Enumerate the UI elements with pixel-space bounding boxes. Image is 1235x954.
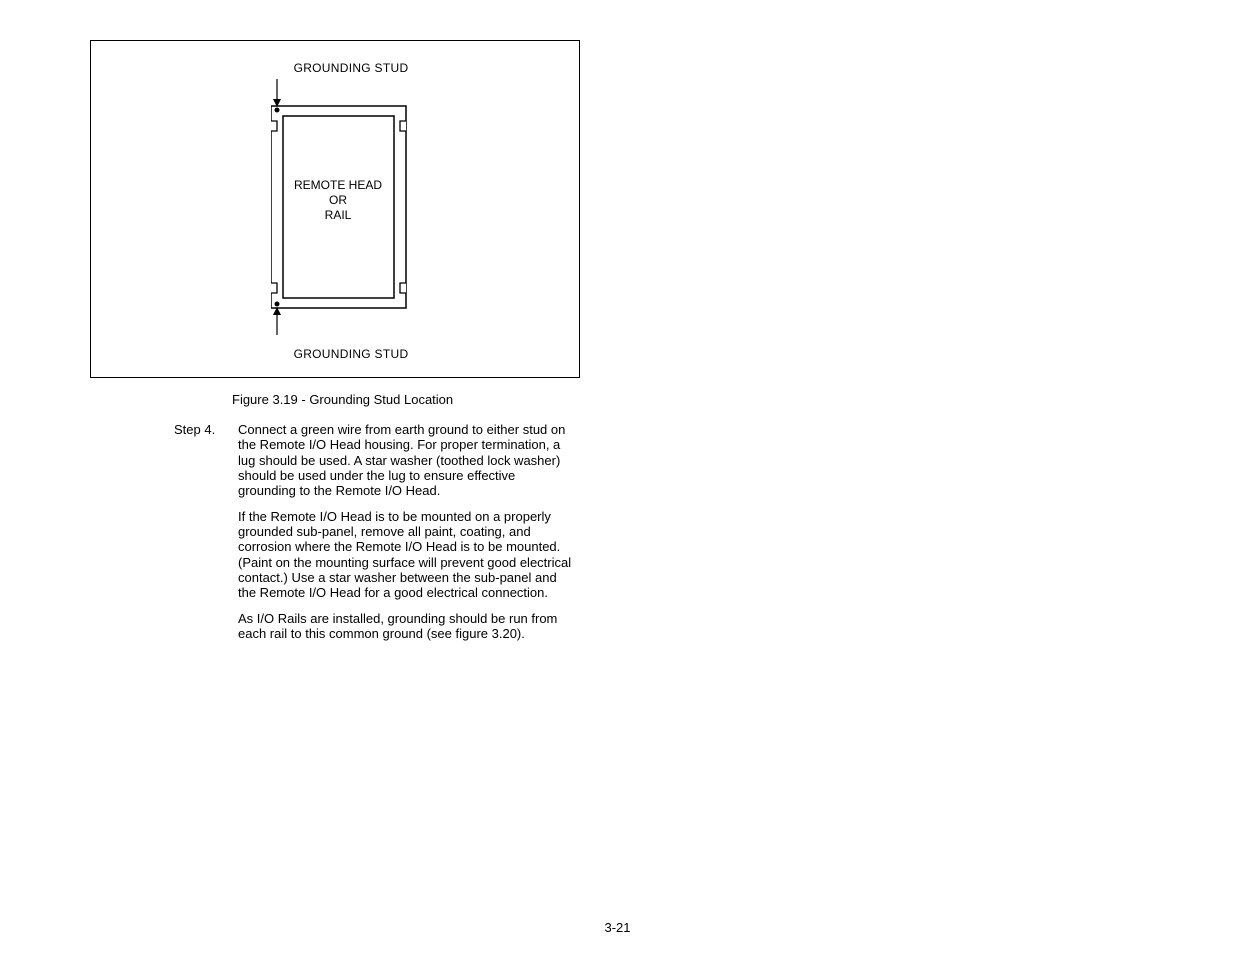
grounding-diagram: GROUNDING STUD [271, 61, 431, 361]
step-para-1: Connect a green wire from earth ground t… [238, 422, 574, 499]
diagram-svg: REMOTE HEAD OR RAIL [271, 61, 431, 361]
page-number: 3-21 [0, 920, 1235, 935]
box-text-line1: REMOTE HEAD [294, 178, 382, 192]
page: GROUNDING STUD [0, 0, 1235, 954]
step-para-3: As I/O Rails are installed, grounding sh… [238, 611, 574, 642]
step-block: Step 4. Connect a green wire from earth … [174, 422, 574, 651]
box-text-line3: RAIL [325, 208, 352, 222]
figure-frame: GROUNDING STUD [90, 40, 580, 378]
step-para-2: If the Remote I/O Head is to be mounted … [238, 509, 574, 601]
box-text-line2: OR [329, 193, 347, 207]
top-grounding-label: GROUNDING STUD [271, 61, 431, 75]
step-body: Connect a green wire from earth ground t… [238, 422, 574, 641]
step-label: Step 4. [174, 422, 215, 437]
bottom-grounding-label: GROUNDING STUD [271, 347, 431, 361]
figure-caption: Figure 3.19 - Grounding Stud Location [232, 392, 453, 407]
